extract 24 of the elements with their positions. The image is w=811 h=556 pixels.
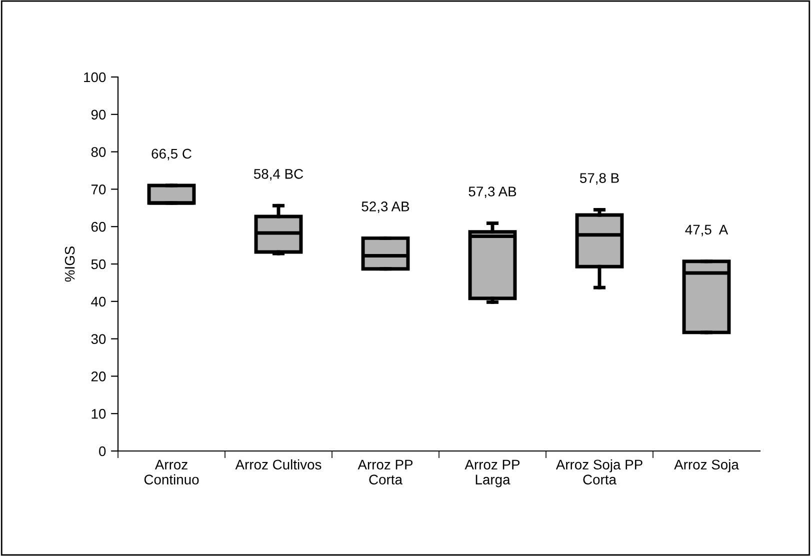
annotation: 58,4 BC [254, 168, 304, 180]
annotation: 57,8 B [580, 173, 619, 185]
annotation: 47,5 A [685, 224, 728, 236]
x-tick-label: Arroz PP Corta [358, 460, 413, 484]
y-tick-label: 50 [91, 259, 106, 270]
y-tick-label: 80 [91, 147, 106, 157]
y-tick-label: 60 [91, 222, 106, 232]
x-tick-label: Arroz Continuo [144, 460, 199, 484]
y-axis-title: %IGS [64, 246, 75, 282]
annotation: 57,3 AB [468, 186, 516, 198]
y-tick-label: 100 [84, 72, 106, 82]
y-tick-label: 20 [91, 372, 106, 382]
annotation: 52,3 AB [362, 202, 410, 214]
y-tick-label: 10 [92, 408, 106, 419]
y-tick-label: 90 [91, 110, 106, 120]
x-tick-label: Arroz Cultivos [235, 459, 322, 470]
y-tick-label: 70 [91, 184, 106, 194]
x-tick-label: Arroz Soja PP Corta [556, 459, 642, 484]
x-tick-label: Arroz Soja [674, 459, 739, 472]
y-tick-label: 40 [91, 296, 106, 307]
y-tick-label: 0 [99, 446, 106, 456]
annotation: 66,5 C [152, 148, 192, 160]
y-tick-label: 30 [91, 334, 106, 344]
x-tick-label: Arroz PP Larga [464, 460, 520, 488]
